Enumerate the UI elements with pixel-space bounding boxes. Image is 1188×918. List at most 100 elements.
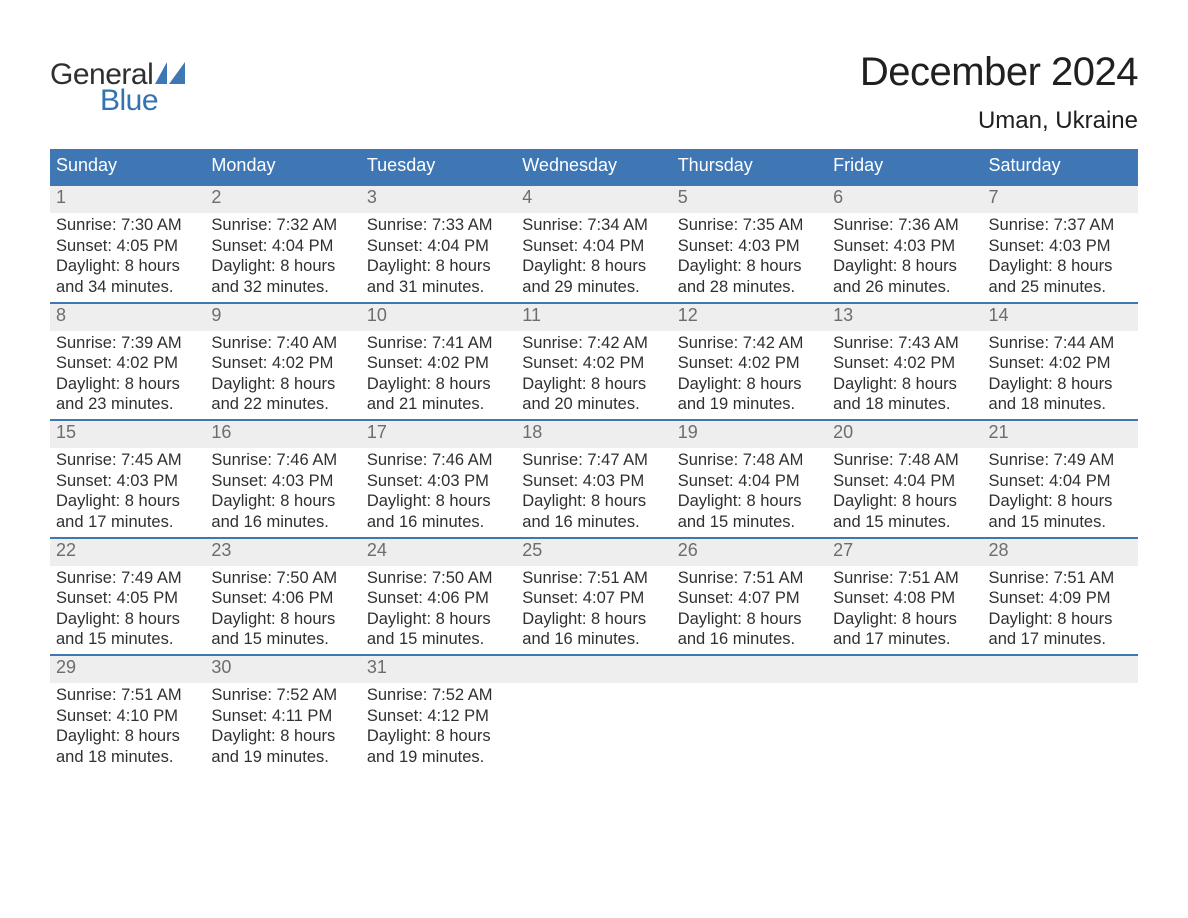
- sunset-line: Sunset: 4:02 PM: [678, 353, 821, 374]
- daylight-line-2: and 25 minutes.: [989, 277, 1132, 298]
- day-details: Sunrise: 7:37 AMSunset: 4:03 PMDaylight:…: [989, 213, 1132, 298]
- daylight-line-2: and 26 minutes.: [833, 277, 976, 298]
- sunset-line: Sunset: 4:08 PM: [833, 588, 976, 609]
- sunset-line: Sunset: 4:04 PM: [211, 236, 354, 257]
- daylight-line-2: and 31 minutes.: [367, 277, 510, 298]
- day-details: Sunrise: 7:36 AMSunset: 4:03 PMDaylight:…: [833, 213, 976, 298]
- daylight-line-1: Daylight: 8 hours: [211, 374, 354, 395]
- day-details: [678, 683, 821, 685]
- day-number: 1: [56, 186, 199, 209]
- sunset-line: Sunset: 4:07 PM: [522, 588, 665, 609]
- sunrise-line: Sunrise: 7:48 AM: [678, 450, 821, 471]
- day-number: 14: [989, 304, 1132, 327]
- daylight-line-1: Daylight: 8 hours: [522, 256, 665, 277]
- day-number-cell: 12: [672, 304, 827, 331]
- daylight-line-1: Daylight: 8 hours: [678, 491, 821, 512]
- sunrise-line: Sunrise: 7:42 AM: [522, 333, 665, 354]
- daylight-line-2: and 15 minutes.: [367, 629, 510, 650]
- day-details: [989, 683, 1132, 685]
- day-number-cell: 1: [50, 186, 205, 213]
- daylight-line-2: and 16 minutes.: [522, 512, 665, 533]
- day-cell: Sunrise: 7:51 AMSunset: 4:07 PMDaylight:…: [516, 566, 671, 655]
- day-details: Sunrise: 7:35 AMSunset: 4:03 PMDaylight:…: [678, 213, 821, 298]
- day-of-week-header: Sunday Monday Tuesday Wednesday Thursday…: [50, 149, 1138, 184]
- day-number-cell: 29: [50, 656, 205, 683]
- day-number-cell: 31: [361, 656, 516, 683]
- sunrise-line: Sunrise: 7:40 AM: [211, 333, 354, 354]
- daylight-line-1: Daylight: 8 hours: [833, 491, 976, 512]
- day-number-cell: 15: [50, 421, 205, 448]
- sunset-line: Sunset: 4:03 PM: [678, 236, 821, 257]
- day-number-cell: 16: [205, 421, 360, 448]
- day-number: 16: [211, 421, 354, 444]
- day-details: Sunrise: 7:49 AMSunset: 4:04 PMDaylight:…: [989, 448, 1132, 533]
- daylight-line-1: Daylight: 8 hours: [56, 374, 199, 395]
- sunrise-line: Sunrise: 7:50 AM: [367, 568, 510, 589]
- sunrise-line: Sunrise: 7:32 AM: [211, 215, 354, 236]
- day-details: Sunrise: 7:51 AMSunset: 4:09 PMDaylight:…: [989, 566, 1132, 651]
- day-body-row: Sunrise: 7:51 AMSunset: 4:10 PMDaylight:…: [50, 683, 1138, 772]
- title-block: December 2024 Uman, Ukraine: [860, 50, 1138, 135]
- day-cell: [516, 683, 671, 772]
- daylight-line-1: Daylight: 8 hours: [211, 726, 354, 747]
- day-number-cell: 28: [983, 539, 1138, 566]
- calendar-grid: Sunday Monday Tuesday Wednesday Thursday…: [50, 149, 1138, 772]
- daylight-line-2: and 17 minutes.: [989, 629, 1132, 650]
- sunrise-line: Sunrise: 7:52 AM: [211, 685, 354, 706]
- day-number: 6: [833, 186, 976, 209]
- daylight-line-1: Daylight: 8 hours: [989, 256, 1132, 277]
- day-number-cell: 27: [827, 539, 982, 566]
- sunset-line: Sunset: 4:05 PM: [56, 236, 199, 257]
- day-number-cell: 13: [827, 304, 982, 331]
- day-number-cell: 4: [516, 186, 671, 213]
- day-number-cell: 30: [205, 656, 360, 683]
- day-details: Sunrise: 7:44 AMSunset: 4:02 PMDaylight:…: [989, 331, 1132, 416]
- sunrise-line: Sunrise: 7:46 AM: [211, 450, 354, 471]
- day-cell: Sunrise: 7:51 AMSunset: 4:09 PMDaylight:…: [983, 566, 1138, 655]
- day-details: Sunrise: 7:47 AMSunset: 4:03 PMDaylight:…: [522, 448, 665, 533]
- daylight-line-2: and 34 minutes.: [56, 277, 199, 298]
- day-cell: Sunrise: 7:33 AMSunset: 4:04 PMDaylight:…: [361, 213, 516, 302]
- day-number-cell: 3: [361, 186, 516, 213]
- daylight-line-2: and 17 minutes.: [56, 512, 199, 533]
- day-number: 24: [367, 539, 510, 562]
- daylight-line-2: and 16 minutes.: [211, 512, 354, 533]
- daylight-line-2: and 32 minutes.: [211, 277, 354, 298]
- dow-tuesday: Tuesday: [361, 149, 516, 184]
- day-number-row: 891011121314: [50, 304, 1138, 331]
- day-number-cell: 10: [361, 304, 516, 331]
- day-number: 22: [56, 539, 199, 562]
- daylight-line-2: and 29 minutes.: [522, 277, 665, 298]
- day-number: 17: [367, 421, 510, 444]
- day-details: Sunrise: 7:46 AMSunset: 4:03 PMDaylight:…: [211, 448, 354, 533]
- daylight-line-2: and 19 minutes.: [367, 747, 510, 768]
- daylight-line-2: and 15 minutes.: [56, 629, 199, 650]
- day-details: Sunrise: 7:52 AMSunset: 4:12 PMDaylight:…: [367, 683, 510, 768]
- day-number: 23: [211, 539, 354, 562]
- daylight-line-1: Daylight: 8 hours: [989, 374, 1132, 395]
- sunrise-line: Sunrise: 7:51 AM: [833, 568, 976, 589]
- day-cell: Sunrise: 7:42 AMSunset: 4:02 PMDaylight:…: [516, 331, 671, 420]
- day-details: Sunrise: 7:39 AMSunset: 4:02 PMDaylight:…: [56, 331, 199, 416]
- sunrise-line: Sunrise: 7:51 AM: [678, 568, 821, 589]
- day-details: Sunrise: 7:32 AMSunset: 4:04 PMDaylight:…: [211, 213, 354, 298]
- day-number: 31: [367, 656, 510, 679]
- day-number: 15: [56, 421, 199, 444]
- daylight-line-1: Daylight: 8 hours: [211, 256, 354, 277]
- day-number: 8: [56, 304, 199, 327]
- daylight-line-2: and 15 minutes.: [833, 512, 976, 533]
- day-number: 4: [522, 186, 665, 209]
- day-number-cell: 2: [205, 186, 360, 213]
- day-details: Sunrise: 7:42 AMSunset: 4:02 PMDaylight:…: [678, 331, 821, 416]
- brand-logo: General Blue: [50, 60, 185, 118]
- weeks-container: 1234567Sunrise: 7:30 AMSunset: 4:05 PMDa…: [50, 184, 1138, 772]
- daylight-line-1: Daylight: 8 hours: [522, 374, 665, 395]
- day-number-cell: .: [516, 656, 671, 683]
- daylight-line-1: Daylight: 8 hours: [56, 726, 199, 747]
- sunset-line: Sunset: 4:03 PM: [56, 471, 199, 492]
- day-number-cell: 7: [983, 186, 1138, 213]
- day-details: Sunrise: 7:34 AMSunset: 4:04 PMDaylight:…: [522, 213, 665, 298]
- sunset-line: Sunset: 4:11 PM: [211, 706, 354, 727]
- day-cell: Sunrise: 7:45 AMSunset: 4:03 PMDaylight:…: [50, 448, 205, 537]
- sunrise-line: Sunrise: 7:41 AM: [367, 333, 510, 354]
